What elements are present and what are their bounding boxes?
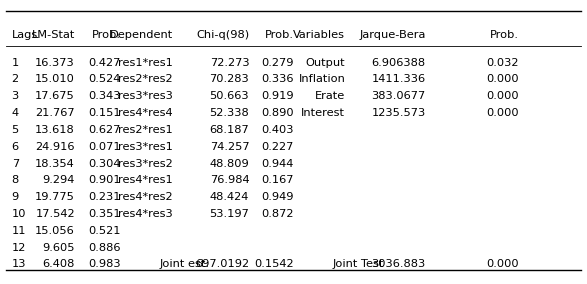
Text: Prob.: Prob. <box>265 30 294 40</box>
Text: 0.000: 0.000 <box>487 91 519 101</box>
Text: 4: 4 <box>12 108 19 118</box>
Text: 0.151: 0.151 <box>88 108 121 118</box>
Text: 0.227: 0.227 <box>261 142 294 152</box>
Text: 13: 13 <box>12 260 26 270</box>
Text: 6.408: 6.408 <box>42 260 75 270</box>
Text: 6.906388: 6.906388 <box>372 58 426 68</box>
Text: 0.351: 0.351 <box>88 209 121 219</box>
Text: 48.809: 48.809 <box>210 158 249 169</box>
Text: 17.542: 17.542 <box>35 209 75 219</box>
Text: 9.294: 9.294 <box>42 176 75 185</box>
Text: Prob.: Prob. <box>92 30 121 40</box>
Text: 13.618: 13.618 <box>35 125 75 135</box>
Text: 21.767: 21.767 <box>35 108 75 118</box>
Text: Chi-q(98): Chi-q(98) <box>196 30 249 40</box>
Text: 697.0192: 697.0192 <box>195 260 249 270</box>
Text: 70.283: 70.283 <box>210 74 249 85</box>
Text: 68.187: 68.187 <box>210 125 249 135</box>
Text: 0.336: 0.336 <box>261 74 294 85</box>
Text: 0.000: 0.000 <box>487 260 519 270</box>
Text: 0.944: 0.944 <box>261 158 294 169</box>
Text: 15.056: 15.056 <box>35 226 75 236</box>
Text: 0.304: 0.304 <box>89 158 121 169</box>
Text: 0.403: 0.403 <box>261 125 294 135</box>
Text: res4*res4: res4*res4 <box>118 108 173 118</box>
Text: 0.1542: 0.1542 <box>254 260 294 270</box>
Text: Joint est:: Joint est: <box>160 260 210 270</box>
Text: 0.521: 0.521 <box>89 226 121 236</box>
Text: 0.890: 0.890 <box>261 108 294 118</box>
Text: 0.032: 0.032 <box>487 58 519 68</box>
Text: 1235.573: 1235.573 <box>372 108 426 118</box>
Text: Output: Output <box>306 58 345 68</box>
Text: 2: 2 <box>12 74 19 85</box>
Text: 53.197: 53.197 <box>210 209 249 219</box>
Text: 0.167: 0.167 <box>261 176 294 185</box>
Text: Prob.: Prob. <box>490 30 519 40</box>
Text: 6: 6 <box>12 142 19 152</box>
Text: res4*res2: res4*res2 <box>118 192 173 202</box>
Text: 0.071: 0.071 <box>88 142 121 152</box>
Text: 0.524: 0.524 <box>89 74 121 85</box>
Text: Lags: Lags <box>12 30 38 40</box>
Text: 383.0677: 383.0677 <box>372 91 426 101</box>
Text: 15.010: 15.010 <box>35 74 75 85</box>
Text: 1411.336: 1411.336 <box>372 74 426 85</box>
Text: 50.663: 50.663 <box>210 91 249 101</box>
Text: 3: 3 <box>12 91 19 101</box>
Text: 0.627: 0.627 <box>89 125 121 135</box>
Text: 3036.883: 3036.883 <box>372 260 426 270</box>
Text: 52.338: 52.338 <box>210 108 249 118</box>
Text: res3*res2: res3*res2 <box>118 158 173 169</box>
Text: Dependent: Dependent <box>109 30 173 40</box>
Text: 0.901: 0.901 <box>88 176 121 185</box>
Text: 9.605: 9.605 <box>42 243 75 253</box>
Text: 0.949: 0.949 <box>261 192 294 202</box>
Text: res1*res1: res1*res1 <box>118 58 173 68</box>
Text: 0.886: 0.886 <box>89 243 121 253</box>
Text: 0.919: 0.919 <box>261 91 294 101</box>
Text: 1: 1 <box>12 58 19 68</box>
Text: 10: 10 <box>12 209 26 219</box>
Text: 0.000: 0.000 <box>487 74 519 85</box>
Text: 19.775: 19.775 <box>35 192 75 202</box>
Text: res4*res3: res4*res3 <box>118 209 173 219</box>
Text: Variables: Variables <box>294 30 345 40</box>
Text: 0.983: 0.983 <box>88 260 121 270</box>
Text: 7: 7 <box>12 158 19 169</box>
Text: Jarque-Bera: Jarque-Bera <box>359 30 426 40</box>
Text: LM-Stat: LM-Stat <box>32 30 75 40</box>
Text: res2*res1: res2*res1 <box>118 125 173 135</box>
Text: 0.427: 0.427 <box>89 58 121 68</box>
Text: Interest: Interest <box>301 108 345 118</box>
Text: 11: 11 <box>12 226 26 236</box>
Text: Joint Test: Joint Test <box>333 260 384 270</box>
Text: Inflation: Inflation <box>298 74 345 85</box>
Text: 17.675: 17.675 <box>35 91 75 101</box>
Text: 0.231: 0.231 <box>89 192 121 202</box>
Text: res4*res1: res4*res1 <box>118 176 173 185</box>
Text: 8: 8 <box>12 176 19 185</box>
Text: 0.872: 0.872 <box>261 209 294 219</box>
Text: res2*res2: res2*res2 <box>118 74 173 85</box>
Text: res3*res3: res3*res3 <box>118 91 173 101</box>
Text: 9: 9 <box>12 192 19 202</box>
Text: 0.343: 0.343 <box>89 91 121 101</box>
Text: 74.257: 74.257 <box>210 142 249 152</box>
Text: 12: 12 <box>12 243 26 253</box>
Text: 5: 5 <box>12 125 19 135</box>
Text: 72.273: 72.273 <box>210 58 249 68</box>
Text: 0.000: 0.000 <box>487 108 519 118</box>
Text: res3*res1: res3*res1 <box>118 142 173 152</box>
Text: 18.354: 18.354 <box>35 158 75 169</box>
Text: 0.279: 0.279 <box>261 58 294 68</box>
Text: 48.424: 48.424 <box>210 192 249 202</box>
Text: 16.373: 16.373 <box>35 58 75 68</box>
Text: 24.916: 24.916 <box>35 142 75 152</box>
Text: 76.984: 76.984 <box>210 176 249 185</box>
Text: Erate: Erate <box>315 91 345 101</box>
